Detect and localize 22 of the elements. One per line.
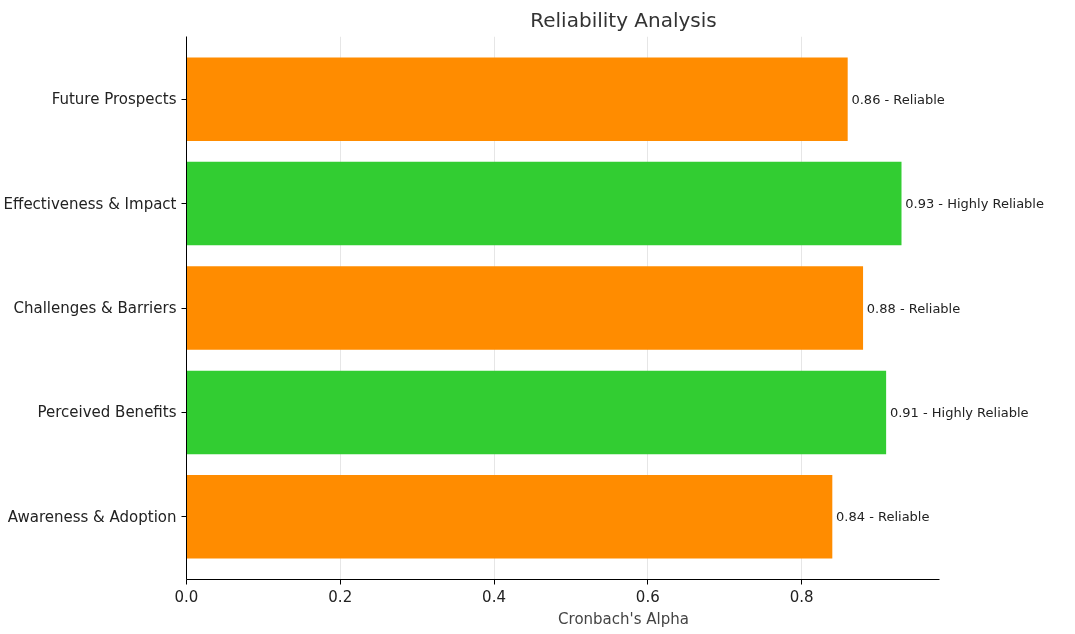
x-tick-label: 0.8 [789,587,814,606]
x-axis-title: Cronbach's Alpha [558,609,689,628]
y-tick-label: Perceived Benefits [37,403,177,422]
bar [186,161,902,246]
data-label: 0.86 - Reliable [851,91,945,107]
y-tick-label: Awareness & Adoption [7,507,177,526]
bar [186,266,864,350]
y-tick-label: Challenges & Barriers [13,299,177,317]
bar [186,370,887,455]
x-tick-label: 0.4 [482,587,506,606]
chart-title: Reliability Analysis [530,7,717,32]
data-label: 0.84 - Reliable [836,509,930,525]
y-tick-label: Future Prospects [51,90,177,109]
bar [186,57,848,141]
x-tick-label: 0.2 [328,587,353,606]
x-tick-label: 0.0 [174,587,199,606]
x-tick-label: 0.6 [635,587,660,606]
bar [186,475,833,559]
data-label: 0.88 - Reliable [866,300,961,316]
data-label: 0.93 - Highly Reliable [905,196,1044,212]
data-label: 0.91 - Highly Reliable [889,404,1029,420]
y-tick-label: Effectiveness & Impact [3,194,177,213]
